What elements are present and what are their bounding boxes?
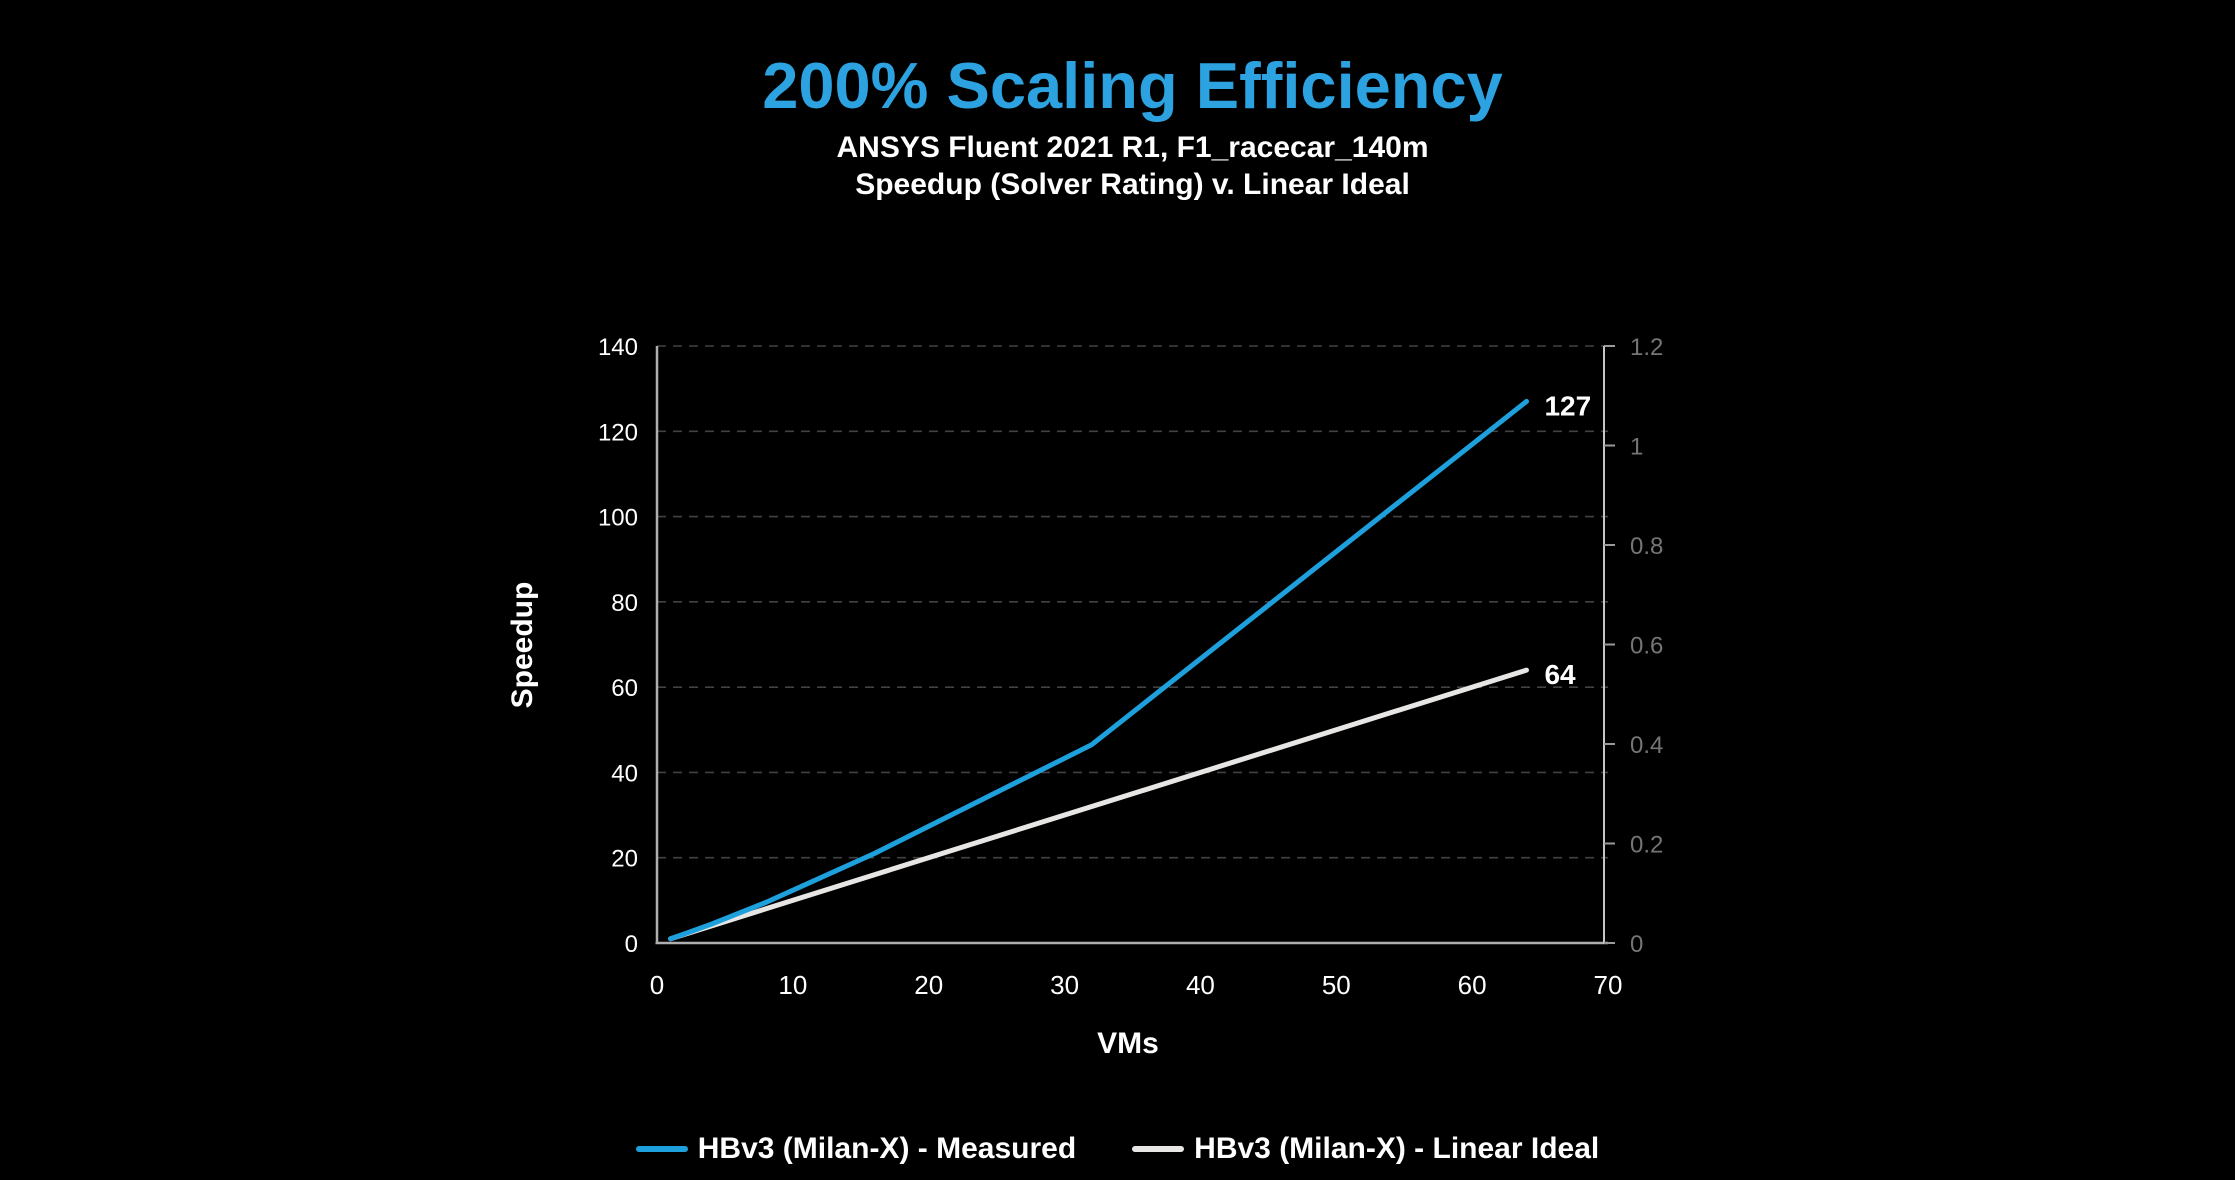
y-tick-label-80: 80 (611, 590, 638, 617)
y2-tick-label-0.8: 0.8 (1630, 533, 1663, 560)
y-tick-label-120: 120 (598, 419, 638, 446)
y2-tick-label-0.6: 0.6 (1630, 633, 1663, 660)
y-tick-label-140: 140 (598, 334, 638, 361)
y-axis-tick-labels: 0 20 40 60 80 100 120 140 (598, 334, 638, 958)
ideal-line-swatch (1132, 1146, 1185, 1152)
legend-label-measured: HBv3 (Milan-X) - Measured (697, 1132, 1077, 1165)
x-tick-label-0: 0 (650, 970, 664, 1000)
y2-tick-label-0.4: 0.4 (1630, 732, 1663, 759)
chart-subtitle-1: ANSYS Fluent 2021 R1, F1_racecar_140m (836, 131, 1429, 165)
y-tick-label-40: 40 (611, 760, 638, 787)
legend-item-ideal: HBv3 (Milan-X) - Linear Ideal (1132, 1132, 1599, 1166)
y-tick-label-0: 0 (625, 931, 638, 958)
legend-label-ideal: HBv3 (Milan-X) - Linear Ideal (1194, 1132, 1600, 1165)
x-tick-label-50: 50 (1322, 970, 1351, 1000)
series-lines (668, 398, 1529, 942)
x-axis-title: VMs (1097, 1027, 1159, 1060)
legend-item-measured: HBv3 (Milan-X) - Measured (635, 1132, 1077, 1166)
horizontal-gridlines (657, 345, 1608, 859)
x-tick-label-40: 40 (1186, 970, 1215, 1000)
ideal-series-line (668, 667, 1529, 942)
y-tick-label-100: 100 (598, 505, 638, 532)
x-tick-label-20: 20 (914, 970, 943, 1000)
y-tick-label-60: 60 (611, 675, 638, 702)
y2-tick-label-0: 0 (1630, 931, 1643, 958)
x-tick-label-60: 60 (1458, 970, 1487, 1000)
x-tick-label-30: 30 (1050, 970, 1079, 1000)
y-axis-title: Speedup (506, 582, 539, 709)
series-end-labels: 64 127 (1544, 390, 1591, 690)
measured-line-swatch (635, 1146, 688, 1152)
y-tick-label-20: 20 (611, 846, 638, 873)
y2-tick-label-1.2: 1.2 (1630, 334, 1663, 361)
y2-tick-label-0.2: 0.2 (1630, 832, 1663, 859)
measured-series-line (668, 398, 1529, 942)
chart-header: 200% Scaling Efficiency ANSYS Fluent 202… (657, 49, 1608, 203)
x-axis-tick-labels: 0 10 20 30 40 50 60 70 (650, 970, 1623, 1000)
y2-axis-tick-labels: 0 0.2 0.4 0.6 0.8 1 1.2 (1630, 334, 1663, 958)
x-tick-label-70: 70 (1594, 970, 1623, 1000)
y2-axis-ticks (1604, 345, 1615, 944)
chart-subtitle-2: Speedup (Solver Rating) v. Linear Ideal (855, 167, 1410, 201)
y2-tick-label-1: 1 (1630, 434, 1643, 461)
measured-end-label: 127 (1544, 390, 1591, 421)
ideal-end-label: 64 (1544, 659, 1576, 690)
page-title: 200% Scaling Efficiency (762, 49, 1503, 122)
chart-legend: HBv3 (Milan-X) - Measured HBv3 (Milan-X)… (0, 1132, 2235, 1166)
x-tick-label-10: 10 (778, 970, 807, 1000)
